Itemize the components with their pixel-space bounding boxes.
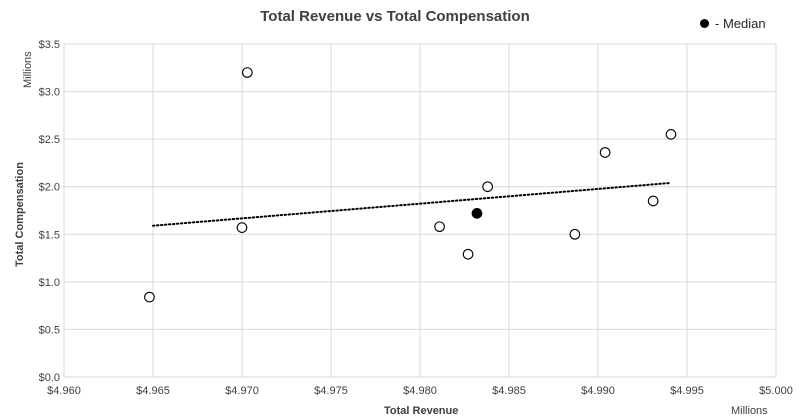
median-legend-marker <box>700 19 709 28</box>
y-tick-label: $3.0 <box>39 87 60 99</box>
data-point <box>665 129 677 140</box>
x-tick-label: $4.960 <box>47 385 81 397</box>
x-tick-label: $5.000 <box>759 385 793 397</box>
trendline <box>152 181 672 227</box>
x-tick-label: $4.995 <box>670 385 704 397</box>
x-tick-label: $4.985 <box>492 385 526 397</box>
legend: - Median <box>700 16 766 31</box>
data-point <box>647 195 659 207</box>
data-point <box>236 222 248 233</box>
data-point <box>462 248 474 260</box>
y-tick-label: $1.0 <box>39 277 60 289</box>
y-tick-label: $2.0 <box>39 182 60 194</box>
x-tick-label: $4.970 <box>225 385 259 397</box>
y-tick-label: $0.5 <box>39 324 60 336</box>
median-point <box>471 208 483 219</box>
chart-title: Total Revenue vs Total Compensation <box>260 8 530 25</box>
y-tick-label: $0.0 <box>39 372 60 384</box>
y-tick-label: $1.5 <box>39 229 60 241</box>
y-tick-label: $3.5 <box>39 39 60 51</box>
x-axis-title: Total Revenue <box>384 405 459 417</box>
data-point <box>569 228 581 240</box>
data-point <box>241 67 253 78</box>
data-point <box>434 221 445 233</box>
x-tick-label: $4.975 <box>314 385 348 397</box>
x-unit-label: Millions <box>731 405 768 417</box>
data-point <box>144 291 155 303</box>
y-tick-label: $2.5 <box>39 134 60 146</box>
data-point <box>482 181 493 193</box>
x-tick-label: $4.965 <box>136 385 170 397</box>
data-point <box>599 147 611 158</box>
legend-label: - Median <box>715 16 766 31</box>
x-tick-label: $4.980 <box>403 385 437 397</box>
x-tick-label: $4.990 <box>581 385 615 397</box>
